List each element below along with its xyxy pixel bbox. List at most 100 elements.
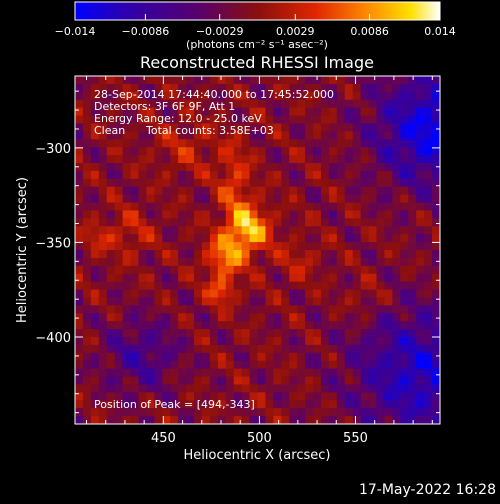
heatmap-cell (384, 171, 392, 179)
heatmap-cell (424, 210, 432, 218)
heatmap-cell (353, 353, 361, 361)
heatmap-cell (194, 203, 202, 211)
heatmap-cell (138, 139, 146, 147)
heatmap-cell (400, 139, 408, 147)
heatmap-cell (258, 282, 266, 290)
heatmap-cell (273, 147, 281, 155)
heatmap-cell (313, 123, 321, 131)
heatmap-cell (305, 171, 313, 179)
heatmap-cell (202, 187, 210, 195)
heatmap-cell (170, 258, 178, 266)
heatmap-cell (305, 147, 313, 155)
heatmap-cell (337, 84, 345, 92)
heatmap-cell (250, 313, 258, 321)
heatmap-cell (83, 210, 91, 218)
heatmap-cell (258, 416, 266, 424)
heatmap-cell (242, 313, 250, 321)
heatmap-cell (226, 361, 234, 369)
heatmap-cell (194, 250, 202, 258)
heatmap-cell (194, 369, 202, 377)
heatmap-cell (234, 369, 242, 377)
heatmap-cell (123, 416, 131, 424)
heatmap-cell (345, 361, 353, 369)
heatmap-cell (210, 337, 218, 345)
heatmap-cell (273, 416, 281, 424)
heatmap-cell (83, 155, 91, 163)
heatmap-cell (353, 242, 361, 250)
heatmap-cell (186, 329, 194, 337)
heatmap-cell (258, 242, 266, 250)
heatmap-cell (234, 218, 242, 226)
heatmap-cell (194, 210, 202, 218)
heatmap-cell (377, 392, 385, 400)
heatmap-cell (432, 100, 440, 108)
heatmap-cell (186, 337, 194, 345)
heatmap-cell (178, 290, 186, 298)
heatmap-cell (265, 400, 273, 408)
heatmap-cell (273, 163, 281, 171)
heatmap-cell (258, 234, 266, 242)
heatmap-cell (242, 76, 250, 84)
heatmap-cell (329, 147, 337, 155)
heatmap-cell (432, 384, 440, 392)
heatmap-cell (210, 76, 218, 84)
heatmap-cell (186, 195, 194, 203)
heatmap-cell (329, 361, 337, 369)
heatmap-cell (289, 258, 297, 266)
heatmap-cell (154, 274, 162, 282)
heatmap-cell (107, 329, 115, 337)
heatmap-cell (392, 131, 400, 139)
heatmap-cell (392, 305, 400, 313)
heatmap-cell (400, 179, 408, 187)
heatmap-cell (258, 345, 266, 353)
heatmap-cell (154, 147, 162, 155)
heatmap-cell (154, 377, 162, 385)
heatmap-cell (297, 274, 305, 282)
heatmap-cell (170, 266, 178, 274)
heatmap-cell (218, 282, 226, 290)
heatmap-cell (250, 250, 258, 258)
heatmap-cell (273, 297, 281, 305)
heatmap-cell (321, 369, 329, 377)
heatmap-cell (107, 234, 115, 242)
heatmap-cell (115, 282, 123, 290)
heatmap-cell (329, 163, 337, 171)
heatmap-cell (321, 218, 329, 226)
heatmap-cell (115, 313, 123, 321)
heatmap-cell (313, 282, 321, 290)
heatmap-cell (321, 155, 329, 163)
heatmap-cell (138, 179, 146, 187)
heatmap-cell (416, 250, 424, 258)
heatmap-cell (218, 313, 226, 321)
heatmap-cell (99, 210, 107, 218)
heatmap-cell (202, 76, 210, 84)
heatmap-cell (321, 400, 329, 408)
heatmap-cell (321, 392, 329, 400)
heatmap-cell (281, 392, 289, 400)
heatmap-cell (99, 258, 107, 266)
heatmap-cell (416, 203, 424, 211)
heatmap-cell (313, 116, 321, 124)
heatmap-cell (170, 321, 178, 329)
heatmap-cell (321, 384, 329, 392)
heatmap-cell (115, 266, 123, 274)
heatmap-cell (313, 321, 321, 329)
heatmap-cell (281, 147, 289, 155)
heatmap-cell (281, 384, 289, 392)
heatmap-cell (345, 416, 353, 424)
heatmap-cell (123, 361, 131, 369)
heatmap-cell (99, 361, 107, 369)
heatmap-cell (305, 345, 313, 353)
heatmap-cell (162, 155, 170, 163)
heatmap-cell (353, 147, 361, 155)
heatmap-cell (210, 416, 218, 424)
heatmap-cell (345, 218, 353, 226)
heatmap-cell (289, 290, 297, 298)
heatmap-cell (210, 139, 218, 147)
heatmap-cell (408, 297, 416, 305)
heatmap-cell (321, 116, 329, 124)
heatmap-cell (258, 369, 266, 377)
heatmap-cell (194, 297, 202, 305)
heatmap-cell (91, 377, 99, 385)
